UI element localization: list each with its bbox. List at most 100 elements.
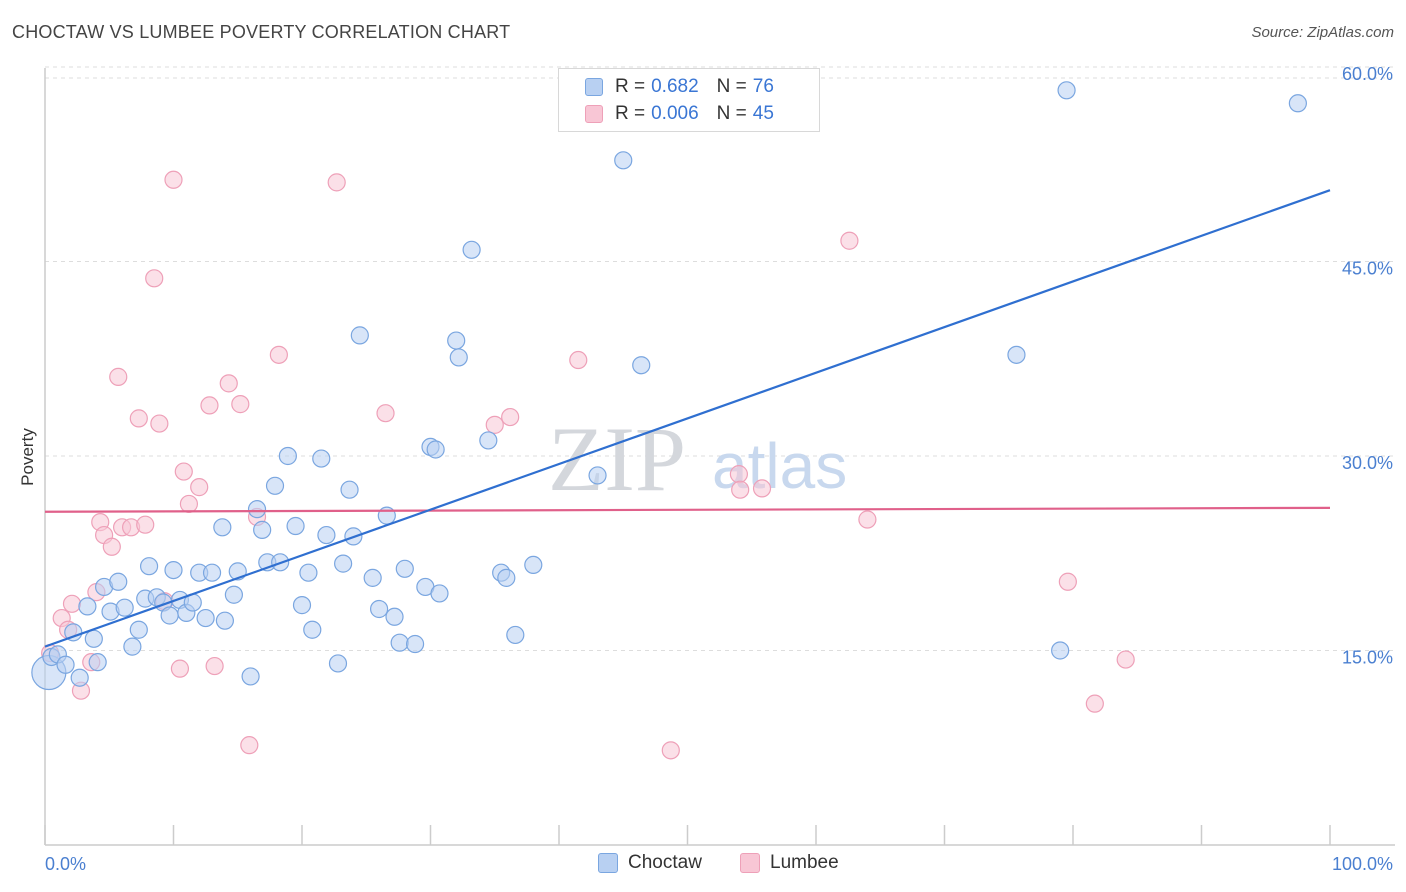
- lumbee-point: [136, 515, 155, 534]
- choctaw-point: [303, 620, 322, 639]
- chart-title: CHOCTAW VS LUMBEE POVERTY CORRELATION CH…: [12, 22, 511, 42]
- choctaw-point: [334, 554, 353, 573]
- choctaw-point: [430, 584, 449, 603]
- legend-r-value: 0.682: [651, 76, 699, 97]
- y-tick-label: 30.0%: [1342, 453, 1393, 473]
- choctaw-swatch: [598, 853, 618, 873]
- choctaw-point: [632, 356, 651, 375]
- choctaw-point: [312, 449, 331, 468]
- lumbee-point: [231, 395, 250, 414]
- choctaw-point: [1057, 81, 1076, 100]
- choctaw-point: [340, 480, 359, 499]
- legend-label-choctaw: Choctaw: [628, 852, 702, 873]
- choctaw-point: [164, 560, 183, 580]
- lumbee-point: [129, 409, 148, 428]
- watermark-zip: ZIP: [548, 408, 686, 510]
- lumbee-point: [200, 396, 219, 415]
- choctaw-point: [88, 653, 107, 672]
- choctaw-point: [1051, 641, 1070, 660]
- choctaw-point: [317, 525, 336, 545]
- legend-row-choctaw: R = 0.682 N = 76: [585, 74, 774, 100]
- y-tick-label: 15.0%: [1342, 647, 1393, 667]
- choctaw-point: [479, 431, 498, 450]
- choctaw-point: [588, 466, 607, 485]
- lumbee-swatch: [740, 853, 760, 873]
- lumbee-point: [729, 465, 749, 484]
- choctaw-point: [614, 151, 633, 170]
- x-tick-label-max: 100.0%: [1332, 854, 1393, 874]
- lumbee-point: [1116, 650, 1135, 669]
- lumbee-point: [170, 659, 190, 678]
- lumbee-point: [62, 594, 82, 613]
- lumbee-point: [1085, 694, 1104, 713]
- lumbee-point: [858, 510, 877, 529]
- lumbee-point: [840, 231, 859, 250]
- legend-n-value: 76: [752, 76, 774, 97]
- choctaw-point: [160, 606, 179, 625]
- choctaw-point: [213, 518, 232, 537]
- legend-r-label: R =: [615, 76, 646, 97]
- legend-n-label: N =: [716, 76, 747, 97]
- choctaw-point: [299, 563, 318, 582]
- watermark: ZIP atlas: [548, 408, 847, 510]
- y-axis-label: Poverty: [18, 428, 37, 486]
- choctaw-point: [84, 629, 103, 648]
- lumbee-point: [150, 414, 169, 433]
- legend-n-label: N =: [716, 103, 747, 124]
- choctaw-trend-line: [44, 189, 1331, 648]
- lumbee-point: [145, 269, 164, 288]
- choctaw-series: [31, 81, 1307, 691]
- legend-item-choctaw[interactable]: Choctaw: [598, 852, 702, 874]
- choctaw-point: [129, 620, 148, 639]
- choctaw-point: [202, 563, 222, 582]
- legend-r-value: 0.006: [651, 103, 699, 124]
- y-tick-label: 45.0%: [1342, 258, 1393, 278]
- choctaw-point: [350, 326, 369, 345]
- lumbee-point: [109, 367, 128, 386]
- choctaw-point: [278, 446, 297, 466]
- lumbee-point: [164, 170, 183, 189]
- choctaw-point: [265, 476, 285, 495]
- choctaw-point: [253, 520, 272, 539]
- lumbee-point: [102, 537, 121, 556]
- lumbee-point: [376, 404, 395, 423]
- y-tick-label: 60.0%: [1342, 64, 1393, 84]
- choctaw-point: [78, 597, 97, 616]
- choctaw-point: [123, 637, 142, 656]
- choctaw-point: [224, 585, 243, 604]
- lumbee-point: [752, 479, 772, 498]
- choctaw-point: [196, 608, 215, 628]
- lumbee-series: [41, 170, 1135, 760]
- choctaw-point: [426, 440, 445, 459]
- lumbee-point: [174, 462, 193, 481]
- choctaw-point: [292, 596, 312, 615]
- choctaw-point: [241, 667, 260, 686]
- choctaw-point: [64, 623, 83, 642]
- choctaw-point: [370, 599, 389, 619]
- lumbee-point: [219, 374, 238, 393]
- choctaw-point: [328, 654, 348, 673]
- choctaw-point: [449, 348, 468, 367]
- choctaw-point: [385, 607, 404, 626]
- lumbee-point: [205, 656, 224, 676]
- lumbee-point: [501, 407, 520, 427]
- lumbee-point: [327, 173, 346, 192]
- choctaw-point: [395, 559, 414, 578]
- choctaw-point: [462, 240, 481, 259]
- correlation-legend: R = 0.682 N = 76 R = 0.006 N = 45: [558, 68, 820, 132]
- legend-r-label: R =: [615, 103, 646, 124]
- choctaw-swatch: [585, 78, 603, 96]
- choctaw-point: [363, 568, 382, 587]
- axes: [44, 68, 1395, 846]
- lumbee-point: [731, 480, 750, 499]
- series-legend: Choctaw Lumbee: [0, 852, 1406, 878]
- x-tick-label-min: 0.0%: [45, 854, 86, 874]
- legend-item-lumbee[interactable]: Lumbee: [740, 852, 839, 874]
- lumbee-point: [569, 350, 588, 370]
- lumbee-point: [269, 345, 288, 364]
- trend-lines: [44, 189, 1331, 648]
- choctaw-point: [497, 568, 516, 587]
- choctaw-point: [447, 331, 466, 350]
- choctaw-point: [1007, 345, 1026, 364]
